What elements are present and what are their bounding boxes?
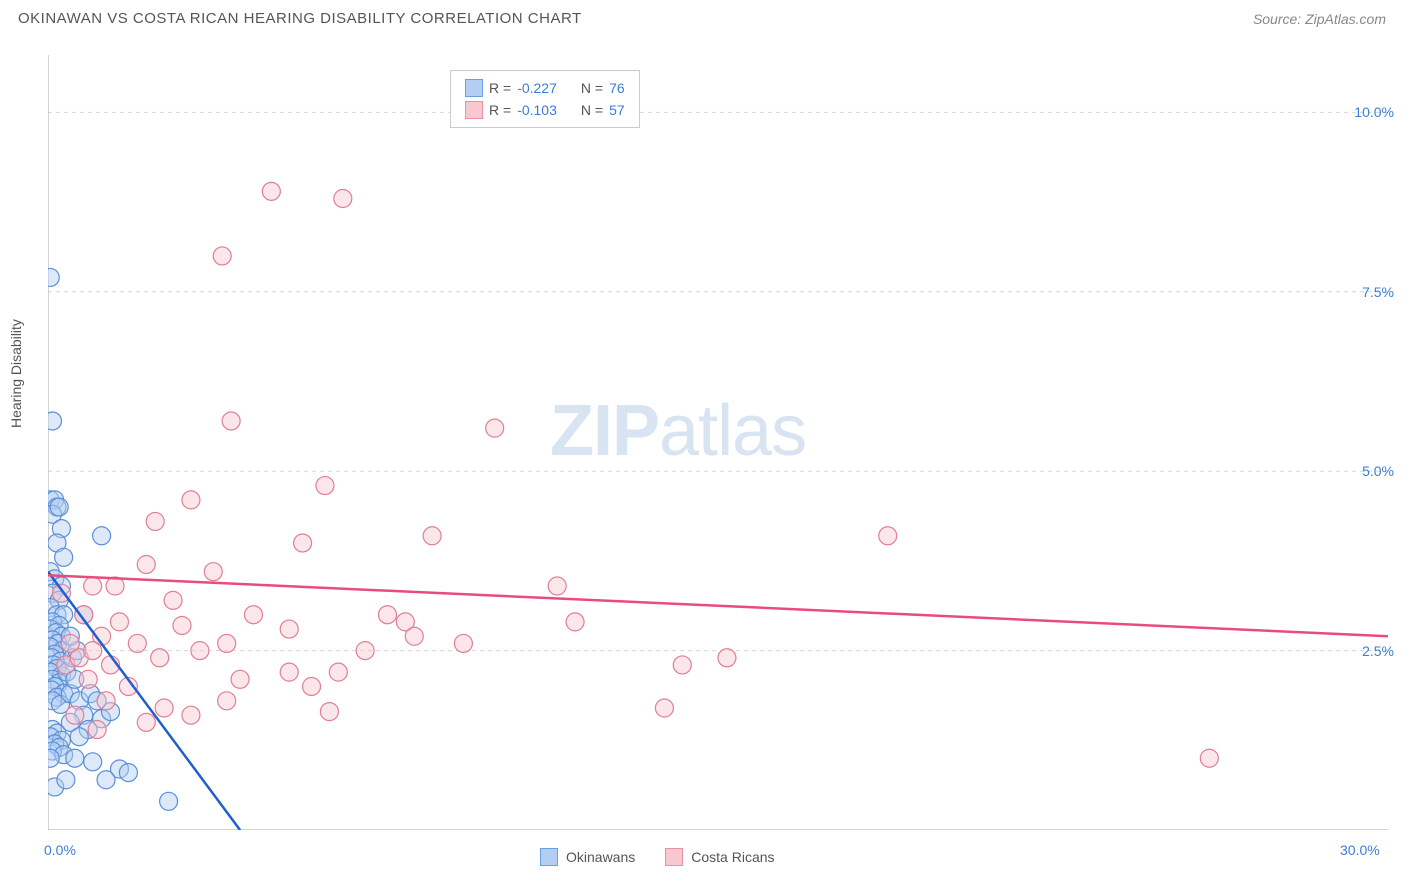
scatter-point <box>48 268 59 286</box>
legend-swatch <box>465 79 483 97</box>
r-label: R = <box>489 102 511 118</box>
scatter-point <box>262 182 280 200</box>
scatter-point <box>218 692 236 710</box>
scatter-point <box>218 634 236 652</box>
stats-legend-row: R = -0.103 N = 57 <box>465 99 625 121</box>
scatter-point <box>50 498 68 516</box>
scatter-point <box>280 620 298 638</box>
scatter-point <box>655 699 673 717</box>
series-legend-item: Costa Ricans <box>665 848 774 866</box>
stats-legend: R = -0.227 N = 76 R = -0.103 N = 57 <box>450 70 640 128</box>
scatter-point <box>110 613 128 631</box>
scatter-point <box>294 534 312 552</box>
scatter-point <box>280 663 298 681</box>
scatter-point <box>97 771 115 789</box>
scatter-point <box>66 749 84 767</box>
scatter-point <box>222 412 240 430</box>
scatter-point <box>673 656 691 674</box>
scatter-point <box>93 527 111 545</box>
scatter-point <box>566 613 584 631</box>
scatter-point <box>97 692 115 710</box>
n-label: N = <box>581 102 603 118</box>
y-tick-label: 2.5% <box>1362 643 1394 659</box>
legend-swatch <box>540 848 558 866</box>
r-value: -0.103 <box>517 102 557 118</box>
scatter-point <box>378 606 396 624</box>
scatter-point <box>182 491 200 509</box>
scatter-point <box>146 512 164 530</box>
scatter-point <box>454 634 472 652</box>
scatter-point <box>137 555 155 573</box>
scatter-point <box>57 771 75 789</box>
scatter-point <box>119 764 137 782</box>
scatter-point <box>164 591 182 609</box>
series-legend-label: Okinawans <box>566 849 635 865</box>
stats-legend-row: R = -0.227 N = 76 <box>465 77 625 99</box>
x-tick-label: 0.0% <box>44 842 76 858</box>
trend-line <box>48 575 1388 636</box>
r-value: -0.227 <box>517 80 557 96</box>
scatter-point <box>137 713 155 731</box>
scatter-point <box>84 753 102 771</box>
scatter-point <box>320 703 338 721</box>
scatter-point <box>213 247 231 265</box>
scatter-point <box>128 634 146 652</box>
y-tick-label: 10.0% <box>1354 104 1394 120</box>
scatter-point <box>191 642 209 660</box>
scatter-point <box>84 642 102 660</box>
series-legend-label: Costa Ricans <box>691 849 774 865</box>
scatter-point <box>88 721 106 739</box>
scatter-point <box>182 706 200 724</box>
n-label: N = <box>581 80 603 96</box>
series-legend: Okinawans Costa Ricans <box>540 848 775 866</box>
y-tick-label: 7.5% <box>1362 284 1394 300</box>
n-value: 76 <box>609 80 625 96</box>
scatter-point <box>84 577 102 595</box>
scatter-point <box>486 419 504 437</box>
scatter-point <box>329 663 347 681</box>
scatter-point <box>160 792 178 810</box>
legend-swatch <box>465 101 483 119</box>
source-attribution: Source: ZipAtlas.com <box>1253 11 1386 27</box>
scatter-point <box>334 190 352 208</box>
scatter-point <box>405 627 423 645</box>
scatter-point <box>48 412 61 430</box>
scatter-point <box>151 649 169 667</box>
scatter-point <box>173 616 191 634</box>
chart-title: OKINAWAN VS COSTA RICAN HEARING DISABILI… <box>18 10 582 27</box>
scatter-point <box>1200 749 1218 767</box>
scatter-chart <box>48 55 1388 830</box>
scatter-point <box>879 527 897 545</box>
y-axis-label: Hearing Disability <box>8 319 24 428</box>
scatter-point <box>303 677 321 695</box>
scatter-point <box>548 577 566 595</box>
scatter-point <box>70 728 88 746</box>
legend-swatch <box>665 848 683 866</box>
scatter-point <box>55 548 73 566</box>
scatter-point <box>79 670 97 688</box>
scatter-point <box>423 527 441 545</box>
y-tick-label: 5.0% <box>1362 463 1394 479</box>
scatter-point <box>204 563 222 581</box>
scatter-point <box>155 699 173 717</box>
scatter-point <box>316 477 334 495</box>
n-value: 57 <box>609 102 625 118</box>
scatter-point <box>231 670 249 688</box>
series-legend-item: Okinawans <box>540 848 635 866</box>
r-label: R = <box>489 80 511 96</box>
scatter-point <box>66 706 84 724</box>
x-tick-label: 30.0% <box>1340 842 1380 858</box>
scatter-point <box>718 649 736 667</box>
scatter-point <box>356 642 374 660</box>
scatter-point <box>244 606 262 624</box>
